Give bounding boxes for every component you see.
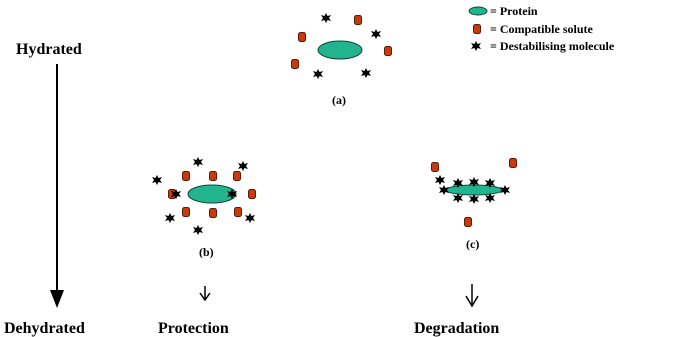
state-b [152, 157, 256, 235]
small-arrows [200, 284, 478, 306]
label-b: (b) [199, 245, 214, 259]
label-c: (c) [466, 237, 479, 251]
legend-solute: = Compatible solute [490, 22, 594, 36]
legend [469, 7, 487, 51]
legend-destabilising: = Destabilising molecule [490, 39, 615, 53]
legend-protein: = Protein [490, 4, 538, 18]
label-a: (a) [332, 93, 346, 107]
hydrated-label: Hydrated [16, 41, 82, 58]
state-a [292, 13, 392, 79]
arrow-head [50, 290, 64, 308]
diagram: Hydrated Dehydrated Protection Degradati… [0, 0, 697, 337]
dehydrated-label: Dehydrated [4, 320, 85, 337]
degradation-label: Degradation [414, 320, 499, 337]
protection-label: Protection [158, 320, 229, 337]
state-c [432, 159, 517, 227]
